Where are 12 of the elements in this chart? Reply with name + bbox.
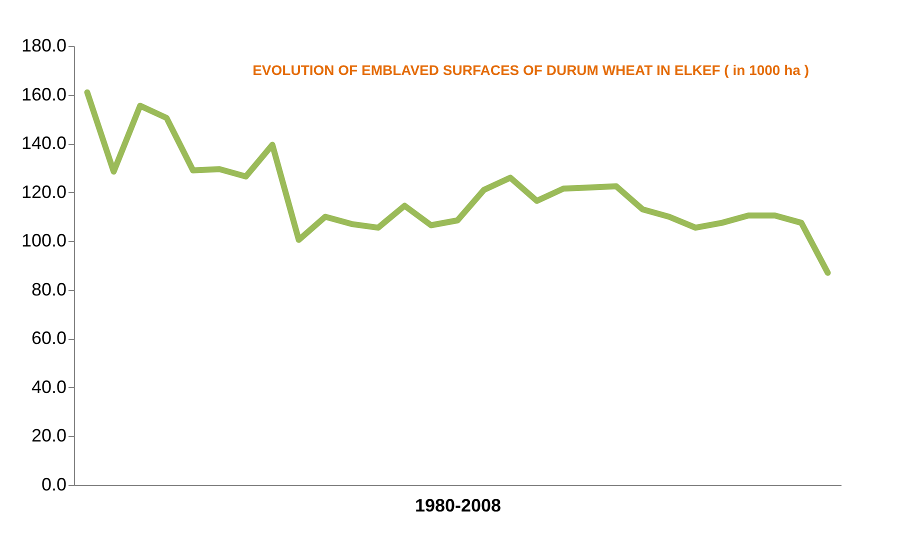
y-tick-label: 180.0 (21, 36, 66, 56)
text: EVOLUTION OF EMBLAVED SURFACES OF DURUM WHEAT IN ELKEF ( in 1000 ha ) (252, 62, 809, 78)
y-tick-label: 140.0 (21, 133, 66, 154)
y-tick-label: 60.0 (31, 328, 66, 348)
y-tick-label: 100.0 (21, 230, 66, 251)
y-tick-label: 160.0 (21, 84, 66, 104)
x-axis-title: 1980-2008 (414, 496, 502, 516)
y-tick-label: 40.0 (31, 376, 66, 397)
y-tick-label: 20.0 (31, 426, 66, 446)
y-tick-label: 80.0 (31, 279, 66, 300)
y-tick-label: 0.0 (41, 474, 66, 494)
y-tick-label: 120.0 (21, 182, 66, 202)
